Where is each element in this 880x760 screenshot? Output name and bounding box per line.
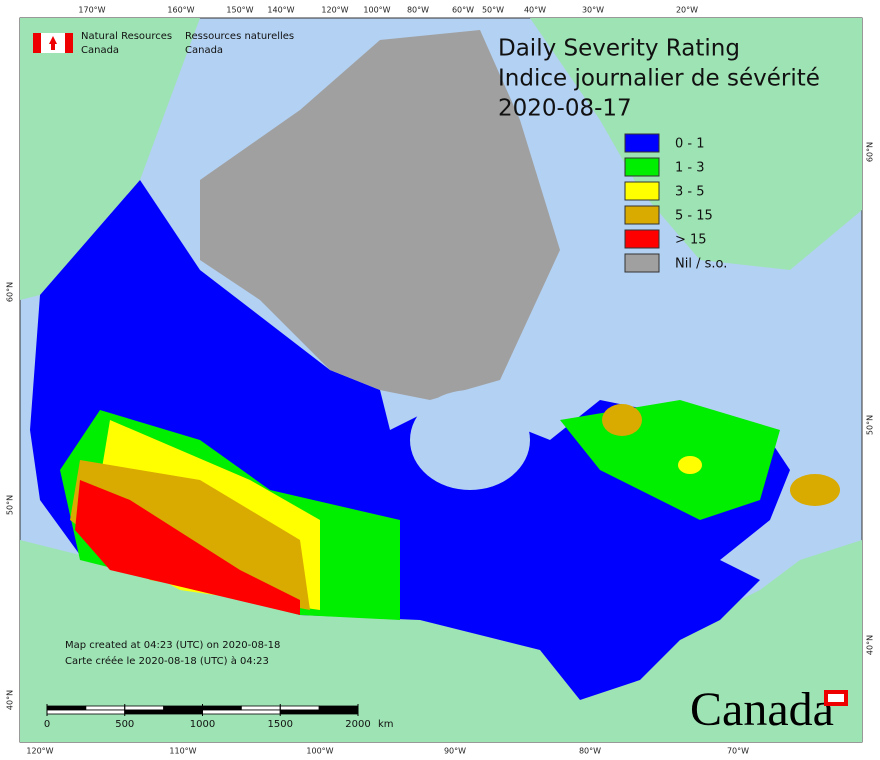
usa	[20, 540, 862, 742]
lat-label: 40°N	[866, 635, 875, 655]
east-yellow	[678, 456, 702, 474]
alaska	[20, 18, 200, 300]
flag-bar	[33, 33, 41, 53]
lon-label: 90°W	[444, 747, 466, 756]
title: Daily Severity Rating	[498, 36, 740, 62]
west-red	[75, 480, 300, 615]
agency-fr: Canada	[185, 45, 223, 56]
scale-label: 1500	[268, 719, 293, 730]
lat-label: 40°N	[6, 690, 15, 710]
date: 2020-08-17	[498, 96, 632, 122]
lat-label: 50°N	[866, 415, 875, 435]
land	[20, 18, 862, 742]
wordmark-flag	[824, 690, 848, 706]
legend-swatch	[624, 133, 660, 153]
legend-swatch	[624, 229, 660, 249]
scale-segment	[46, 709, 126, 715]
scale-segment	[240, 705, 281, 711]
scale-segment	[279, 709, 359, 715]
lon-label: 50°W	[482, 6, 504, 15]
scale-label: 0	[44, 719, 50, 730]
newfoundland	[790, 474, 840, 506]
scale-label: 2000	[345, 719, 370, 730]
lat-label: 60°N	[866, 142, 875, 162]
scale-segment	[124, 705, 165, 711]
arctic-nil	[200, 30, 560, 400]
generated: 170°W 160°W 150°W 140°W 120°W 100°W 80°W 60°W 50…	[6, 6, 875, 756]
legend-label: 3 - 5	[675, 185, 705, 200]
scale-label: 500	[115, 719, 134, 730]
footer: Carte créée le 2020-08-18 (UTC) à 04:23	[65, 655, 269, 667]
header: Natural Resources Canada Ressources natu…	[33, 31, 294, 56]
scale-segment	[318, 705, 359, 711]
lon-label: 80°W	[407, 6, 429, 15]
hudson-bay	[410, 390, 530, 490]
scale-unit: km	[378, 719, 394, 730]
lon-label: 160°W	[167, 6, 194, 15]
lon-label: 100°W	[306, 747, 333, 756]
lon-label: 150°W	[226, 6, 253, 15]
legend-swatch	[624, 181, 660, 201]
greenland	[530, 18, 862, 270]
lat-label: 50°N	[6, 495, 15, 515]
scale-segment	[202, 705, 242, 711]
lon-label: 120°W	[321, 6, 348, 15]
lon-label: 40°W	[524, 6, 546, 15]
legend-swatch	[624, 253, 660, 273]
lon-label: 70°W	[727, 747, 749, 756]
lon-label: 140°W	[267, 6, 294, 15]
legend-swatch	[624, 205, 660, 225]
lon-label: 100°W	[363, 6, 390, 15]
legend-label: 1 - 3	[675, 161, 705, 176]
scale-segment	[279, 705, 320, 711]
legend-label: 0 - 1	[675, 137, 705, 152]
subtitle: Indice journalier de sévérité	[498, 66, 820, 92]
lon-label: 170°W	[78, 6, 105, 15]
lon-label: 30°W	[582, 6, 604, 15]
agency-en: Natural Resources	[81, 31, 172, 42]
scale-segment	[163, 705, 203, 711]
wordmark: Canada	[690, 683, 834, 736]
lon-label: 20°W	[676, 6, 698, 15]
scale-label: 1000	[190, 719, 215, 730]
lon-label: 60°W	[452, 6, 474, 15]
legend-label: Nil / s.o.	[675, 257, 727, 272]
scale-segment	[85, 705, 126, 711]
scale-segment	[124, 709, 203, 715]
scale-segment	[202, 709, 281, 715]
lon-label: 120°W	[26, 747, 53, 756]
legend-swatch	[624, 157, 660, 177]
legend-label: > 15	[675, 233, 707, 248]
lon-label: 110°W	[169, 747, 196, 756]
agency-fr: Ressources naturelles	[185, 31, 294, 42]
flag-leaf	[49, 36, 57, 50]
lon-label: 80°W	[579, 747, 601, 756]
legend-label: 5 - 15	[675, 209, 713, 224]
west-orange	[70, 460, 310, 610]
agency-en: Canada	[81, 45, 119, 56]
east-orange	[602, 404, 642, 436]
footer: Map created at 04:23 (UTC) on 2020-08-18	[65, 640, 280, 651]
lat-label: 60°N	[6, 282, 15, 302]
flag-bar	[65, 33, 73, 53]
scale-segment	[46, 705, 87, 711]
